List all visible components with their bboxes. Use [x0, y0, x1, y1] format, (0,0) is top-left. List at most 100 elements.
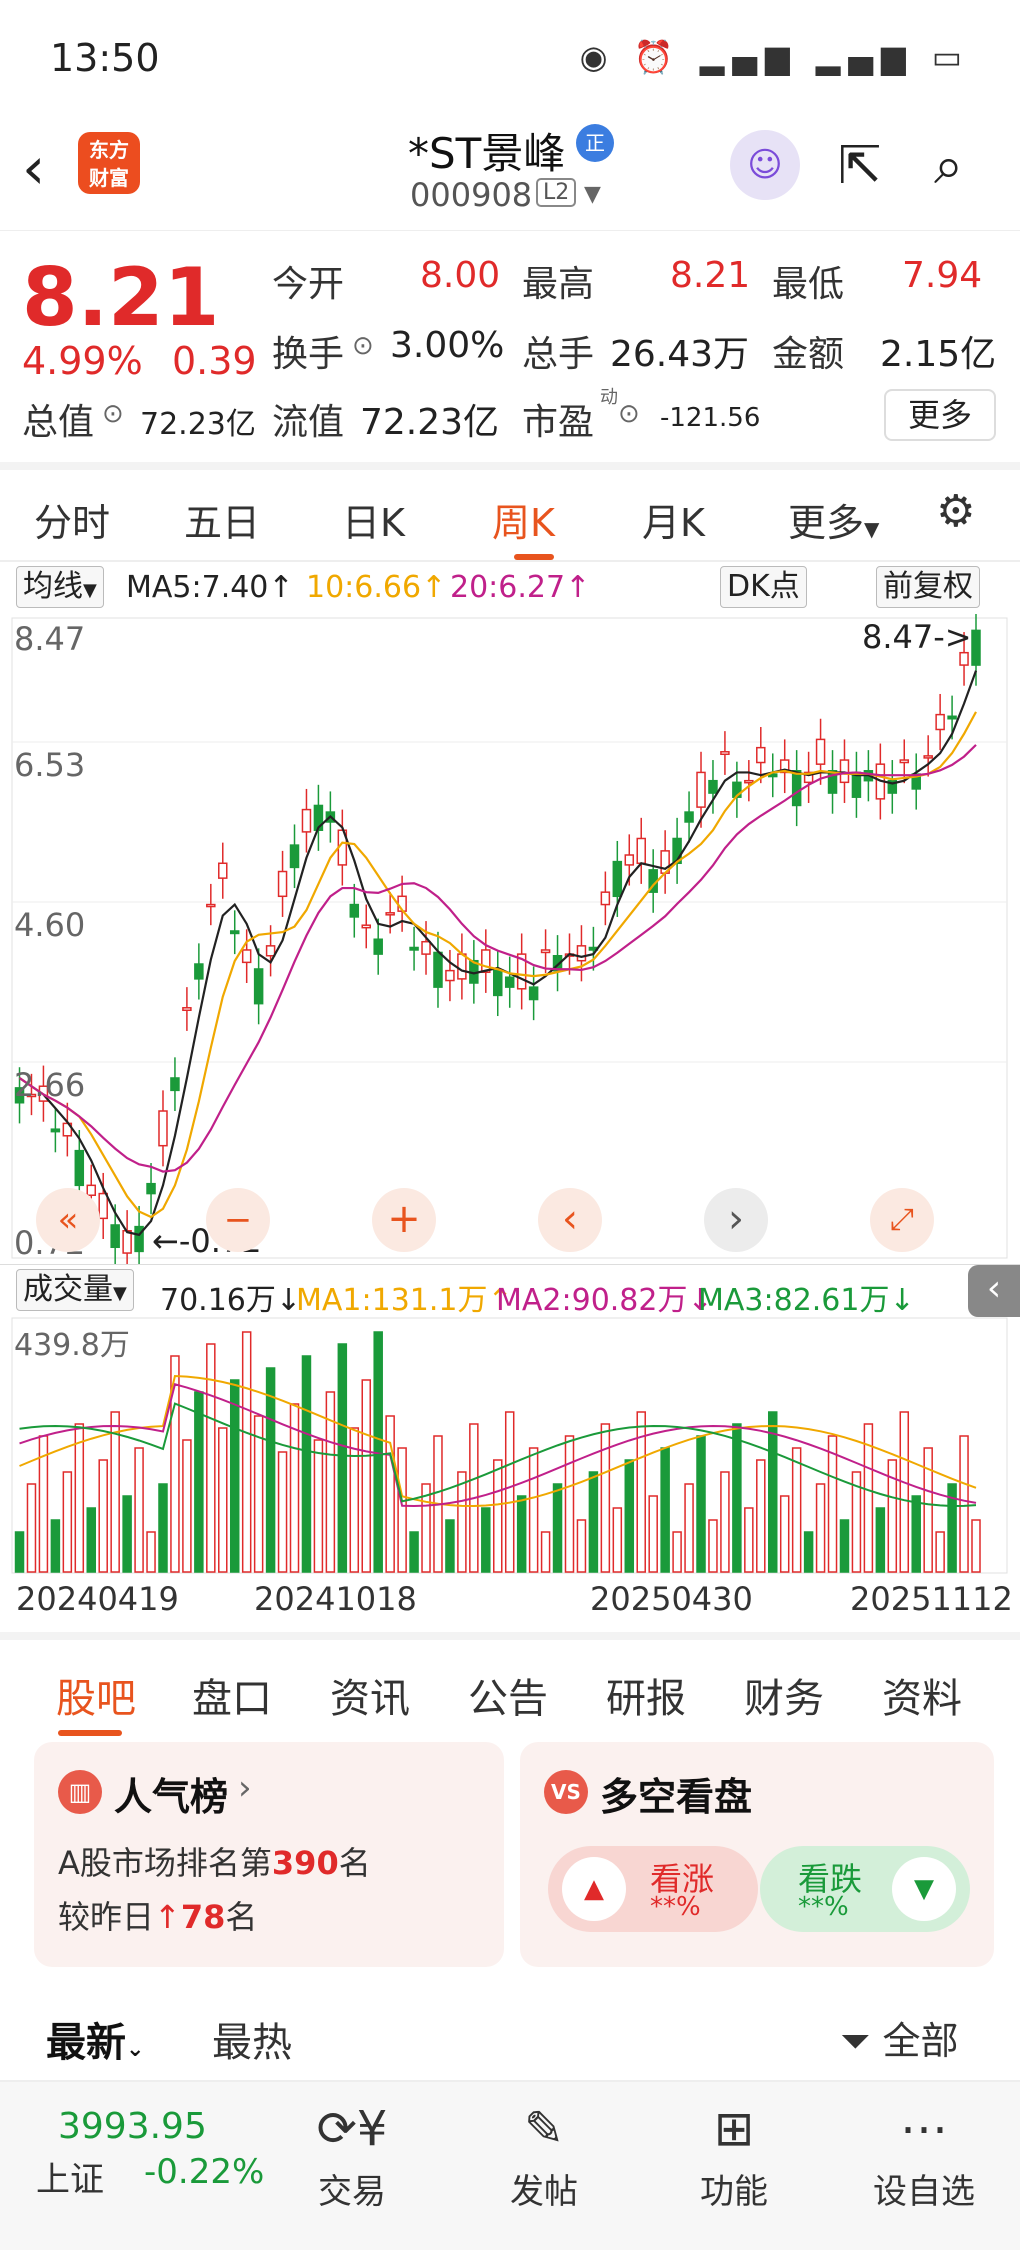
- search-icon[interactable]: ⌕: [934, 136, 964, 196]
- chevron-down-icon[interactable]: ▼: [584, 182, 601, 207]
- active-tab-indicator: [514, 554, 554, 560]
- volume-bar: [767, 1411, 778, 1573]
- volume-ma1: MA1:131.1万↑: [296, 1283, 513, 1318]
- bearish-button[interactable]: 看跌 **% ▼: [760, 1846, 970, 1932]
- share-icon[interactable]: ⇱: [838, 136, 882, 196]
- status-icons: ◉ ⏰ ▂▄▆ ▂▄▆ ▭: [580, 38, 970, 76]
- bullish-button[interactable]: ▲ 看涨 **%: [548, 1846, 758, 1932]
- zoom-out-icon[interactable]: −: [206, 1188, 270, 1252]
- volume-max-label: 439.8万: [14, 1328, 130, 1363]
- tab-monthly-k[interactable]: 月K: [642, 501, 705, 545]
- candle-body: [684, 811, 694, 823]
- volume-bar: [182, 1439, 192, 1573]
- settings-gear-icon[interactable]: ⚙: [936, 486, 976, 537]
- tab-profile[interactable]: 资料: [882, 1676, 962, 1722]
- ai-assistant-icon[interactable]: ☺: [730, 130, 800, 200]
- volume-bar: [146, 1531, 156, 1573]
- ma-legend: 均线▼ MA5:7.40↑ 10:6.66↑ 20:6.27↑ DK点 前复权: [0, 564, 1020, 614]
- high-label: 最高: [522, 264, 595, 305]
- kline-chart[interactable]: 8.47 6.53 4.60 2.66 0.72 8.47-> ←-0.72 «…: [0, 609, 1020, 1274]
- y-tick-label: 8.47: [14, 620, 86, 658]
- candle-body: [194, 963, 204, 980]
- tab-intraday[interactable]: 分时: [34, 501, 111, 545]
- active-tab-indicator: [58, 1730, 122, 1736]
- tab-guba[interactable]: 股吧: [56, 1676, 136, 1722]
- candle-body: [74, 1149, 85, 1187]
- chevron-left-icon[interactable]: ‹: [538, 1188, 602, 1252]
- rank-change-line: 较昨日↑78名: [58, 1898, 258, 1936]
- volume-bar: [265, 1367, 276, 1573]
- tab-hottest[interactable]: 最热: [212, 2020, 292, 2066]
- volume-bar: [732, 1423, 742, 1573]
- volume-bar: [672, 1531, 682, 1573]
- tab-more[interactable]: 更多▼: [788, 501, 880, 545]
- tab-news[interactable]: 资讯: [330, 1676, 410, 1722]
- info-icon[interactable]: ⊙: [618, 399, 640, 429]
- volume-bar: [875, 1507, 886, 1573]
- chevron-right-icon[interactable]: ›: [704, 1188, 768, 1252]
- expand-icon[interactable]: ⤢: [870, 1188, 934, 1252]
- volume-bar: [397, 1447, 407, 1573]
- volume-bar: [361, 1379, 371, 1573]
- quote-panel: 8.21 4.99% 0.39 今开 8.00 最高 8.21 最低 7.94 …: [0, 230, 1020, 460]
- index-value[interactable]: 3993.95: [58, 2106, 207, 2147]
- indicator-selector[interactable]: 成交量▼: [16, 1269, 134, 1311]
- volume-bar: [229, 1379, 240, 1573]
- tab-five-day[interactable]: 五日: [184, 501, 261, 545]
- functions-button[interactable]: ⊞ 功能: [674, 2094, 794, 2213]
- tab-daily-k[interactable]: 日K: [342, 501, 405, 545]
- index-name[interactable]: 上证: [36, 2160, 104, 2200]
- tab-finance[interactable]: 财务: [744, 1676, 824, 1722]
- index-change[interactable]: -0.22%: [144, 2152, 265, 2192]
- dk-point-button[interactable]: DK点: [720, 566, 807, 608]
- date-tick: 20250430: [590, 1580, 753, 1618]
- post-button[interactable]: ✎ 发帖: [484, 2094, 604, 2213]
- info-icon[interactable]: ⊙: [352, 331, 374, 361]
- candle-body: [445, 969, 455, 982]
- battery-icon: ▭: [931, 38, 970, 76]
- tab-pankou[interactable]: 盘口: [192, 1676, 272, 1722]
- volume-ma1-line: [19, 1375, 977, 1507]
- tab-latest[interactable]: 最新⌄: [46, 2020, 145, 2066]
- candle-body: [301, 808, 312, 833]
- tab-announcements[interactable]: 公告: [468, 1676, 548, 1722]
- volume-bar: [552, 1483, 563, 1573]
- rank-change-value: 78: [180, 1898, 226, 1936]
- pe-value: -121.56: [660, 403, 761, 433]
- candle-body: [409, 946, 419, 951]
- collapse-panel-icon[interactable]: ‹: [968, 1265, 1020, 1317]
- info-icon[interactable]: ⊙: [102, 399, 124, 429]
- more-button[interactable]: 更多: [884, 389, 996, 441]
- double-left-icon[interactable]: «: [36, 1188, 100, 1252]
- float-label: 流值: [272, 402, 345, 443]
- volume-value: 26.43万: [610, 334, 750, 375]
- adjust-button[interactable]: 前复权: [876, 566, 980, 608]
- popularity-card[interactable]: ▥ 人气榜 › A股市场排名第390名 较昨日↑78名: [34, 1742, 504, 1967]
- volume-bar: [935, 1531, 945, 1573]
- tab-weekly-k[interactable]: 周K: [492, 501, 555, 545]
- zoom-in-icon[interactable]: +: [372, 1188, 436, 1252]
- amount-value: 2.15亿: [880, 334, 997, 375]
- trade-button[interactable]: ⟳¥ 交易: [292, 2094, 412, 2213]
- candle-body: [887, 779, 898, 794]
- candle-body: [481, 949, 491, 974]
- volume-bar: [134, 1447, 144, 1573]
- stock-name: *ST景峰: [408, 129, 566, 178]
- back-icon[interactable]: ‹: [22, 134, 46, 202]
- tab-research[interactable]: 研报: [606, 1676, 686, 1722]
- candle-body: [552, 955, 563, 972]
- volume-bar: [660, 1447, 670, 1573]
- low-value: 7.94: [902, 255, 983, 296]
- level2-badge[interactable]: L2: [536, 178, 577, 207]
- volume-bar: [516, 1495, 527, 1573]
- post-icon: ✎: [523, 2101, 565, 2157]
- volume-bar: [206, 1343, 216, 1573]
- volume-bar: [708, 1519, 718, 1573]
- volume-bar: [457, 1471, 467, 1573]
- add-watchlist-button[interactable]: ⋯ 设自选: [864, 2094, 984, 2213]
- chevron-down-icon: ▼: [113, 1283, 127, 1304]
- rank-line: A股市场排名第390名: [58, 1844, 371, 1882]
- volume-chart[interactable]: 439.8万: [0, 1316, 1020, 1576]
- ma-selector[interactable]: 均线▼: [16, 566, 104, 608]
- filter-button[interactable]: ⏷ 全部: [840, 2019, 959, 2063]
